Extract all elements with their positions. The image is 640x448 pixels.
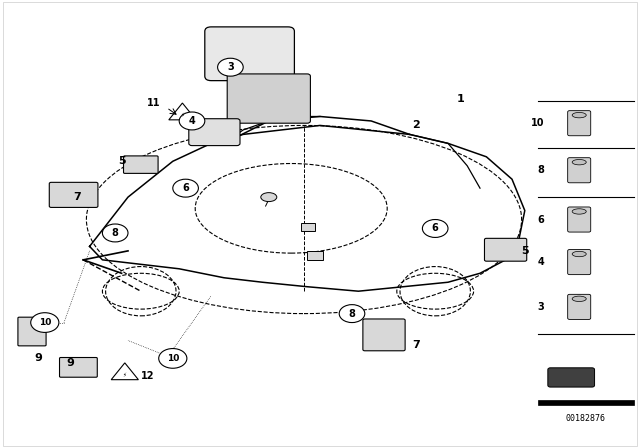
- Text: 5: 5: [118, 156, 125, 166]
- Circle shape: [173, 179, 198, 197]
- Text: 00182876: 00182876: [566, 414, 605, 423]
- Text: 9: 9: [35, 353, 42, 363]
- FancyBboxPatch shape: [60, 358, 97, 377]
- FancyBboxPatch shape: [568, 111, 591, 136]
- FancyBboxPatch shape: [18, 317, 46, 346]
- Circle shape: [339, 305, 365, 323]
- FancyBboxPatch shape: [548, 368, 595, 387]
- Text: 3: 3: [227, 62, 234, 72]
- Ellipse shape: [261, 193, 277, 202]
- Text: 8: 8: [537, 165, 544, 175]
- Text: 9: 9: [67, 358, 74, 368]
- Text: ⚡: ⚡: [180, 113, 184, 118]
- Circle shape: [159, 349, 187, 368]
- Text: 4: 4: [189, 116, 195, 126]
- Text: 10: 10: [531, 118, 544, 128]
- Text: 2: 2: [412, 121, 420, 130]
- FancyBboxPatch shape: [484, 238, 527, 261]
- Bar: [538, 400, 634, 405]
- Text: 7: 7: [412, 340, 420, 350]
- FancyBboxPatch shape: [568, 207, 591, 232]
- FancyBboxPatch shape: [189, 119, 240, 146]
- Circle shape: [179, 112, 205, 130]
- Circle shape: [31, 313, 59, 332]
- FancyBboxPatch shape: [568, 158, 591, 183]
- Text: 12: 12: [140, 371, 154, 381]
- Text: 6: 6: [182, 183, 189, 193]
- Ellipse shape: [572, 251, 586, 257]
- Text: 10: 10: [166, 354, 179, 363]
- Text: 4: 4: [537, 257, 544, 267]
- FancyBboxPatch shape: [568, 250, 591, 275]
- Text: 7: 7: [73, 192, 81, 202]
- Text: 3: 3: [537, 302, 544, 312]
- Text: 6: 6: [537, 215, 544, 224]
- Text: 1: 1: [457, 94, 465, 103]
- FancyBboxPatch shape: [205, 27, 294, 81]
- Text: 8: 8: [349, 309, 355, 319]
- Text: 10: 10: [38, 318, 51, 327]
- Circle shape: [422, 220, 448, 237]
- Text: 8: 8: [112, 228, 118, 238]
- Ellipse shape: [572, 112, 586, 118]
- FancyBboxPatch shape: [568, 294, 591, 319]
- Circle shape: [218, 58, 243, 76]
- Bar: [301, 223, 315, 231]
- Ellipse shape: [572, 159, 586, 165]
- Text: ⚡: ⚡: [123, 373, 127, 378]
- Text: 11: 11: [147, 98, 161, 108]
- Bar: [307, 251, 323, 260]
- Text: 5: 5: [521, 246, 529, 256]
- Ellipse shape: [572, 296, 586, 302]
- Circle shape: [102, 224, 128, 242]
- FancyBboxPatch shape: [227, 74, 310, 123]
- FancyBboxPatch shape: [124, 156, 158, 173]
- Text: 6: 6: [432, 224, 438, 233]
- FancyBboxPatch shape: [363, 319, 405, 351]
- FancyBboxPatch shape: [49, 182, 98, 207]
- Ellipse shape: [572, 209, 586, 214]
